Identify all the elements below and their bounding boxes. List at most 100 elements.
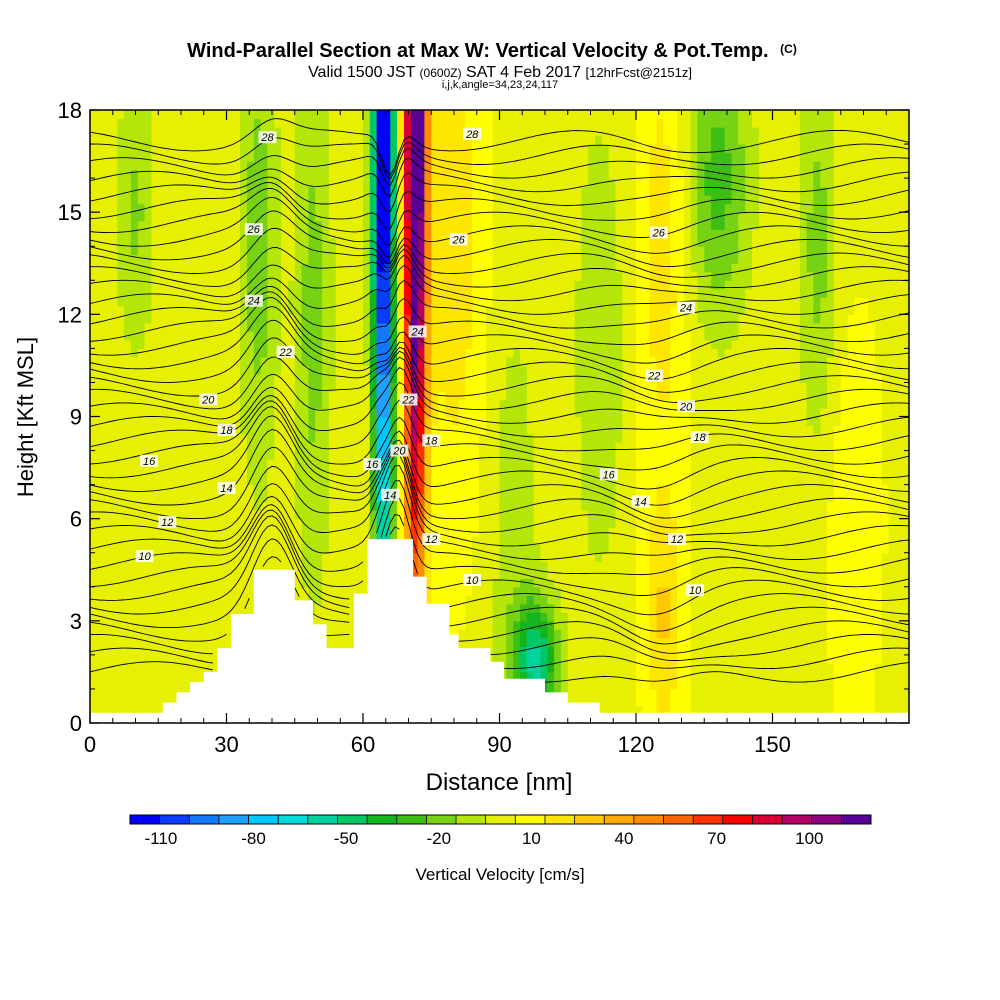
velocity-cell xyxy=(158,544,166,554)
velocity-cell xyxy=(451,331,460,341)
velocity-cell xyxy=(219,620,228,630)
velocity-cell xyxy=(199,135,207,145)
velocity-cell xyxy=(533,220,542,230)
velocity-cell xyxy=(349,518,357,528)
velocity-cell xyxy=(90,161,98,171)
velocity-cell xyxy=(130,152,139,162)
velocity-cell xyxy=(465,408,473,418)
velocity-cell xyxy=(110,680,118,690)
velocity-cell xyxy=(137,544,146,554)
velocity-cell xyxy=(90,493,98,503)
velocity-cell xyxy=(424,314,432,324)
velocity-cell xyxy=(90,203,98,213)
velocity-cell xyxy=(328,450,337,460)
velocity-cell xyxy=(465,450,473,460)
velocity-cell xyxy=(369,118,378,128)
velocity-cell xyxy=(151,186,159,196)
velocity-cell xyxy=(506,603,514,613)
velocity-cell xyxy=(499,203,507,213)
velocity-cell xyxy=(247,348,255,358)
velocity-cell xyxy=(226,493,234,503)
velocity-cell xyxy=(267,169,275,179)
velocity-cell xyxy=(356,178,364,188)
velocity-cell xyxy=(540,646,548,656)
velocity-cell xyxy=(294,246,303,256)
velocity-cell xyxy=(513,220,521,230)
velocity-cell xyxy=(363,322,371,332)
velocity-cell xyxy=(96,110,105,120)
velocity-cell xyxy=(451,110,460,120)
velocity-cell xyxy=(90,680,98,690)
velocity-cell xyxy=(171,135,180,145)
velocity-cell xyxy=(390,425,398,435)
velocity-cell xyxy=(165,544,173,554)
velocity-cell xyxy=(485,501,494,511)
velocity-cell xyxy=(103,552,112,562)
velocity-cell xyxy=(499,637,507,648)
velocity-cell xyxy=(308,305,316,315)
velocity-cell xyxy=(178,212,187,222)
velocity-cell xyxy=(465,476,473,486)
velocity-cell xyxy=(103,612,112,622)
velocity-cell xyxy=(397,135,405,145)
velocity-cell xyxy=(328,442,337,452)
velocity-cell xyxy=(206,416,214,426)
velocity-cell xyxy=(485,178,494,188)
velocity-cell xyxy=(158,586,166,596)
velocity-cell xyxy=(274,527,282,537)
velocity-cell xyxy=(390,322,398,332)
velocity-cell xyxy=(151,510,159,520)
velocity-cell xyxy=(342,237,350,247)
velocity-cell xyxy=(335,195,344,205)
velocity-cell xyxy=(301,229,310,239)
velocity-cell xyxy=(274,152,282,162)
velocity-cell xyxy=(499,373,507,384)
velocity-cell xyxy=(342,322,350,332)
velocity-cell xyxy=(444,365,453,375)
velocity-cell xyxy=(513,254,521,264)
velocity-cell xyxy=(315,484,323,494)
velocity-cell xyxy=(117,450,125,460)
velocity-cell xyxy=(130,552,139,562)
velocity-cell xyxy=(349,527,357,537)
velocity-cell xyxy=(308,127,316,137)
velocity-cell xyxy=(444,348,453,358)
velocity-cell xyxy=(110,510,118,520)
velocity-cell xyxy=(526,263,535,273)
velocity-cell xyxy=(335,118,344,128)
velocity-cell xyxy=(144,595,153,605)
velocity-cell xyxy=(506,433,514,443)
velocity-cell xyxy=(158,237,166,247)
velocity-cell xyxy=(260,144,269,154)
velocity-cell xyxy=(117,552,125,562)
velocity-cell xyxy=(369,391,378,401)
velocity-cell xyxy=(499,433,507,443)
velocity-cell xyxy=(479,425,487,435)
velocity-cell xyxy=(144,220,153,230)
velocity-cell xyxy=(451,612,460,622)
velocity-cell xyxy=(247,501,255,511)
velocity-cell xyxy=(335,110,344,120)
velocity-cell xyxy=(90,178,98,188)
velocity-cell xyxy=(103,297,112,307)
velocity-cell xyxy=(226,399,234,409)
velocity-cell xyxy=(117,697,125,707)
velocity-cell xyxy=(260,348,269,358)
velocity-cell xyxy=(349,578,357,588)
velocity-cell xyxy=(178,637,187,648)
velocity-cell xyxy=(260,212,269,222)
velocity-cell xyxy=(397,501,405,511)
velocity-cell xyxy=(342,271,350,281)
velocity-cell xyxy=(410,229,419,239)
velocity-cell xyxy=(520,220,528,230)
velocity-cell xyxy=(342,373,350,384)
velocity-cell xyxy=(533,365,542,375)
velocity-cell xyxy=(260,152,269,162)
velocity-cell xyxy=(438,195,446,205)
velocity-cell xyxy=(219,127,228,137)
velocity-cell xyxy=(513,356,521,367)
velocity-cell xyxy=(110,220,118,230)
velocity-cell xyxy=(526,637,535,648)
velocity-cell xyxy=(506,212,514,222)
velocity-cell xyxy=(253,535,262,545)
